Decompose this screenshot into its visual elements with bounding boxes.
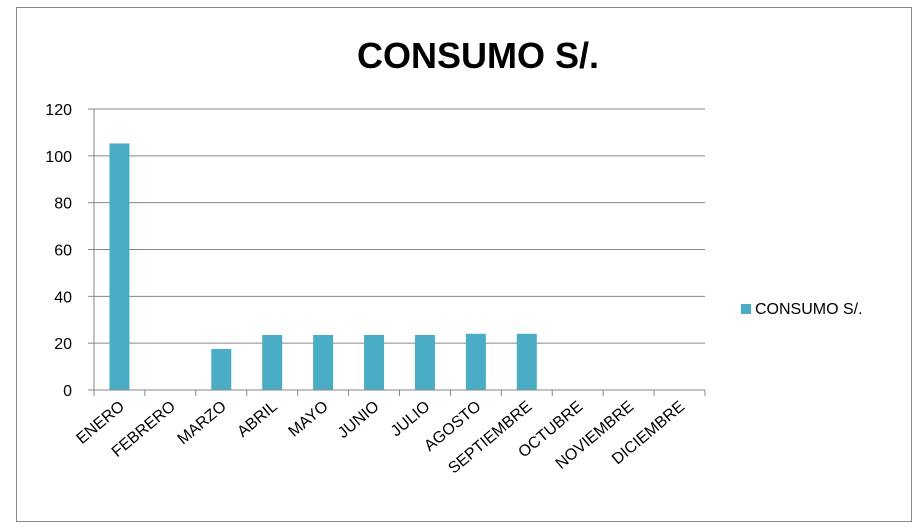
x-tick-label: ABRIL [234,398,280,441]
bar [262,334,283,390]
bars [109,143,537,390]
chart-title: CONSUMO S/. [357,35,599,76]
legend-label: CONSUMO S/. [755,301,863,318]
chart-frame [16,7,912,522]
y-tick-label: 0 [63,383,72,400]
y-tick-label: 120 [45,102,72,119]
x-axis [93,109,706,396]
bar [211,349,232,390]
x-tick-label: JULIO [388,398,434,440]
bar [364,334,385,390]
gridlines [94,108,705,344]
bar [109,143,130,390]
y-tick-label: 60 [54,243,72,260]
y-tick-label: 20 [54,336,72,353]
y-tick-label: 100 [45,149,72,166]
bar [414,334,435,390]
legend: CONSUMO S/. [741,301,863,318]
bar [516,333,537,390]
y-tick-label: 80 [54,196,72,213]
y-axis-ticks: 0 20 40 60 80 100 120 [45,102,94,400]
bar [313,334,334,390]
x-tick-label: JUNIO [335,398,383,442]
x-tick-label: MAYO [286,398,332,441]
x-tick-label: MARZO [175,398,230,448]
y-tick-label: 40 [54,289,72,306]
legend-swatch [741,304,751,314]
bar [465,333,486,390]
